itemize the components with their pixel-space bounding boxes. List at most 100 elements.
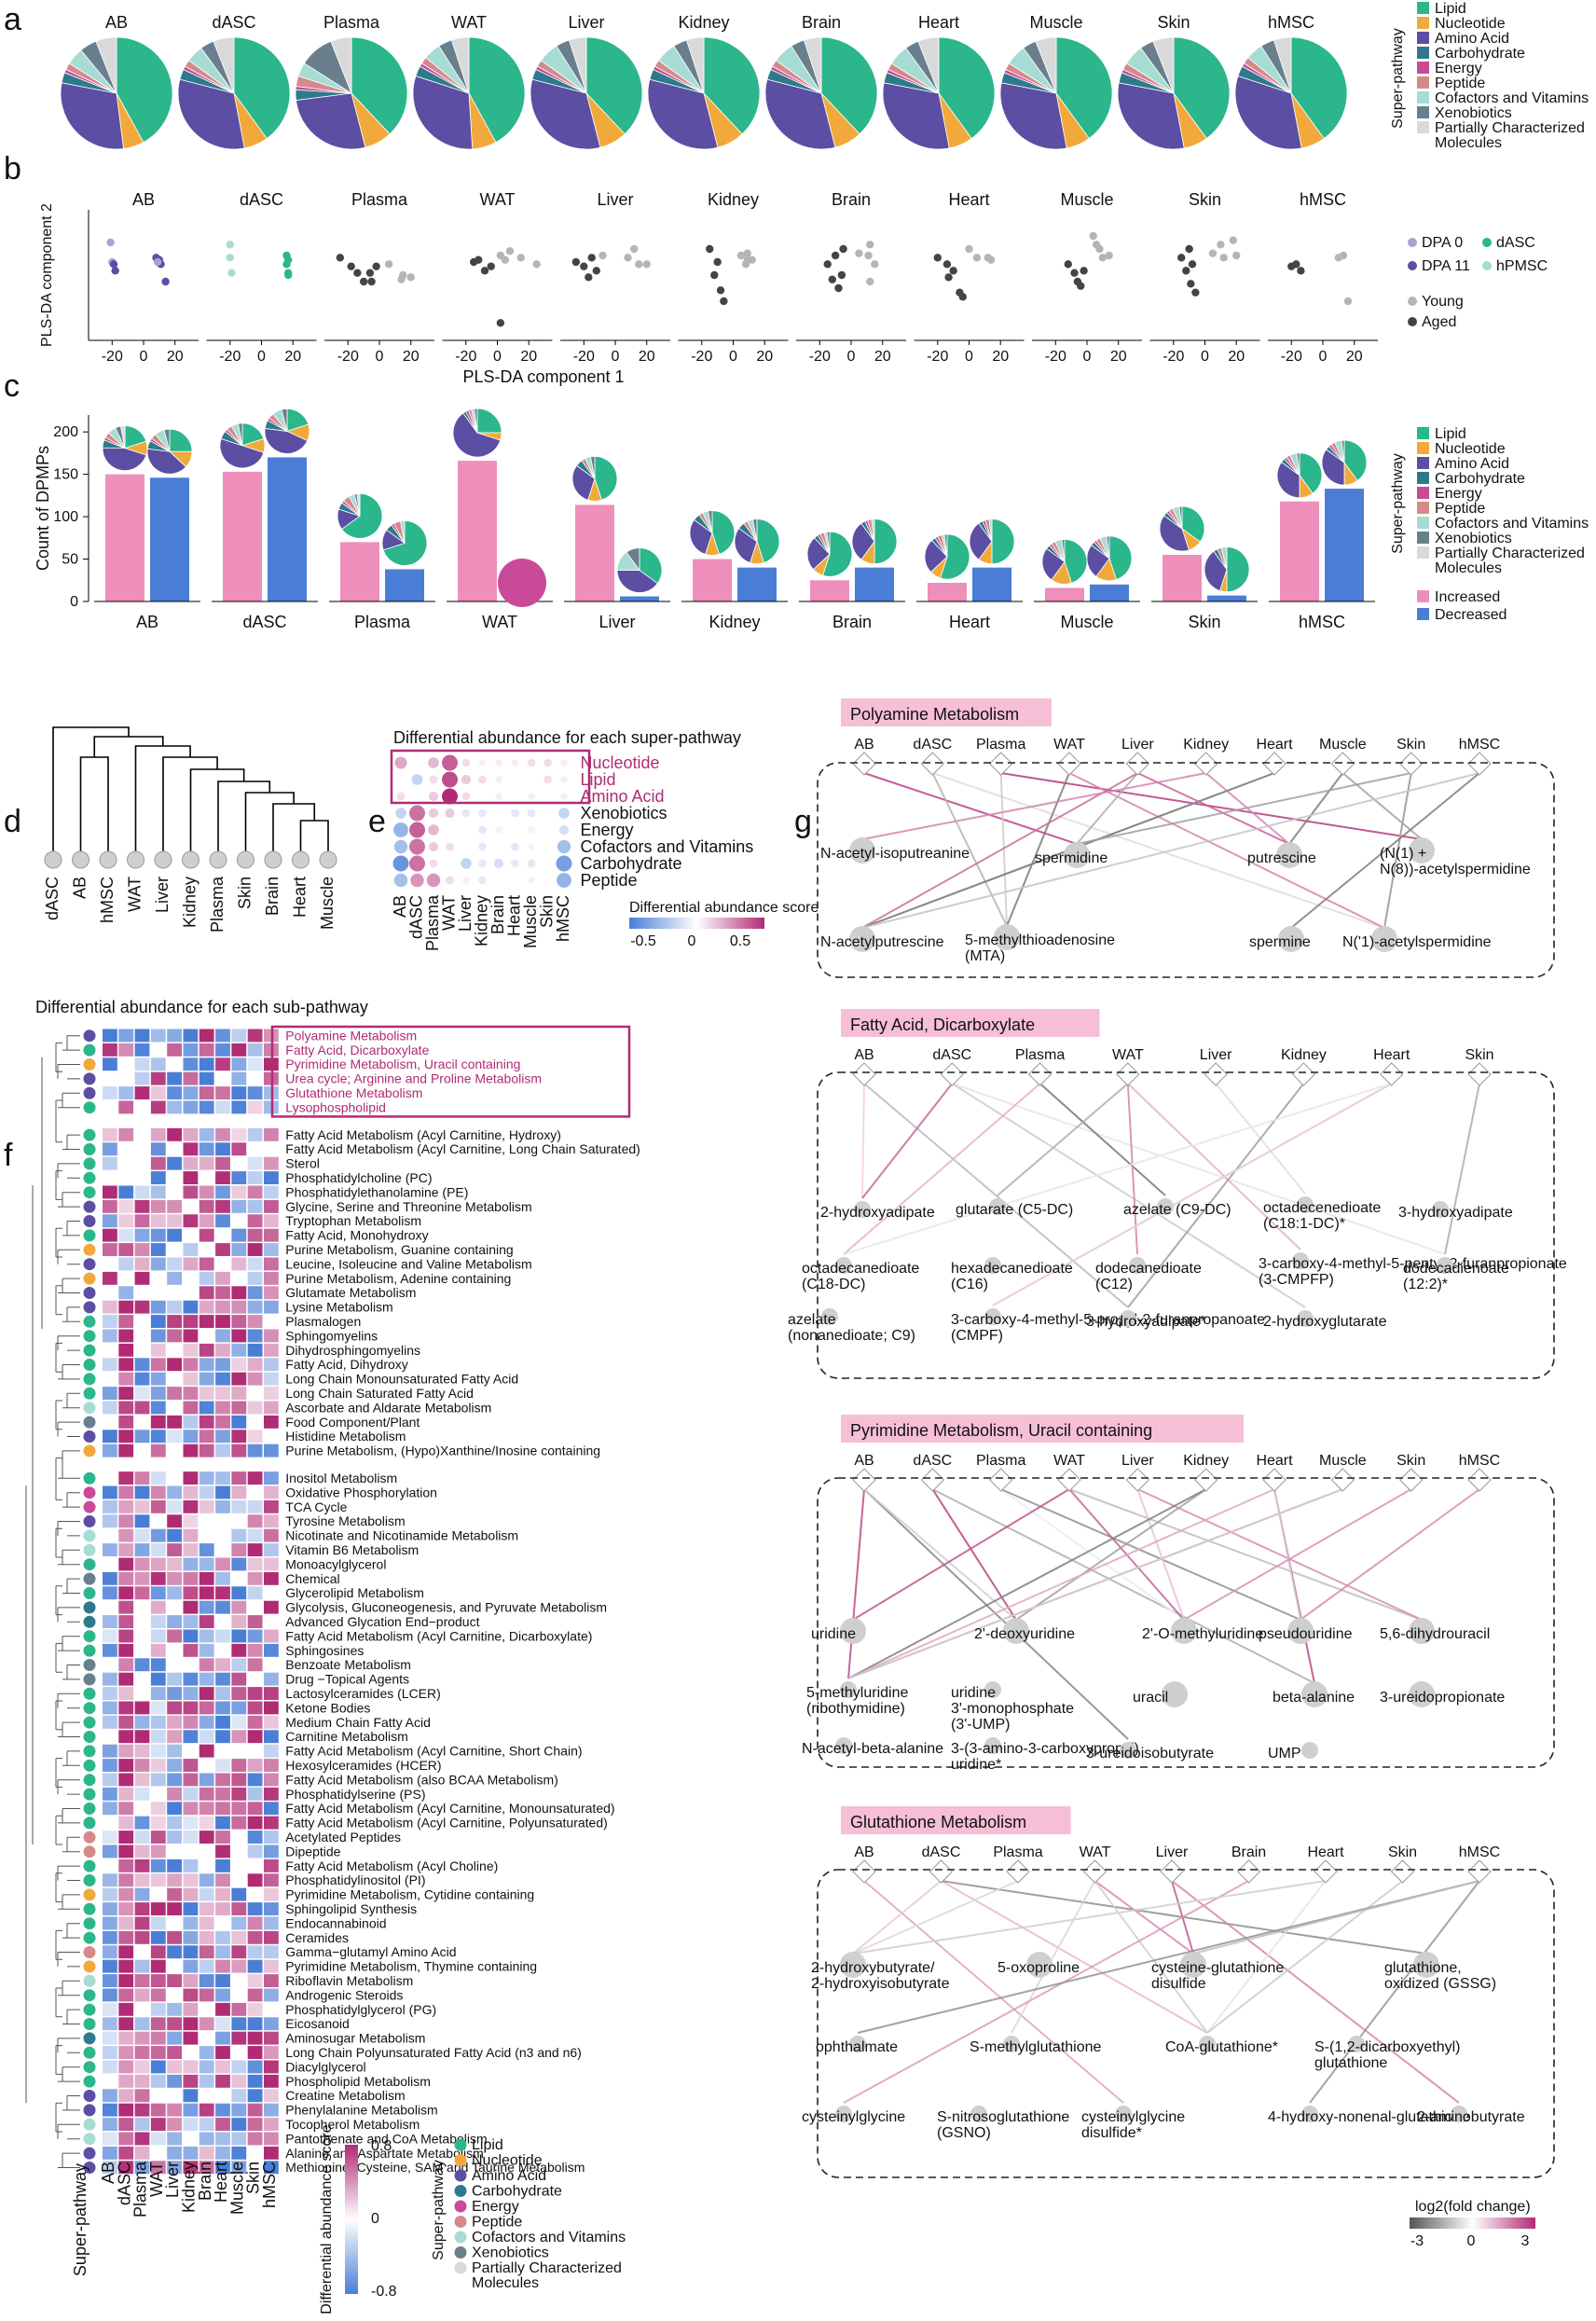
heatmap-f-cell — [150, 1243, 166, 1256]
heatmap-f-row-label: Chemical — [285, 1571, 339, 1586]
network-metabolite-label: N-acetylputrescine — [820, 934, 944, 950]
heatmap-f-cell — [150, 1557, 166, 1571]
network-metabolite-label: (C18:1-DC)* — [1263, 1216, 1345, 1232]
heatmap-f-cell — [150, 1387, 166, 1400]
pie-slice-lipid — [476, 408, 502, 434]
heatmap-f-cell — [264, 1643, 279, 1657]
pie-Kidney — [647, 36, 761, 150]
legend-label: Partially Characterized — [1435, 120, 1585, 136]
heatmap-f-cell — [118, 1127, 134, 1141]
pie-slice-partially-characterized-molecules — [120, 425, 126, 449]
heatmap-f-cell — [118, 1816, 134, 1830]
heatmap-f-cell — [231, 1615, 247, 1628]
legend-label: Lipid — [1435, 1, 1466, 17]
network-metabolite-label: ophthalmate — [816, 2039, 898, 2055]
heatmap-f-cell — [231, 1271, 247, 1285]
network-tissue-label: Skin — [1396, 737, 1425, 753]
heatmap-f-cell — [183, 1499, 199, 1513]
heatmap-f-cell — [167, 1415, 182, 1429]
legend-swatch-lipid — [1417, 2, 1429, 14]
heatmap-e-row-label: Nucleotide — [581, 753, 660, 772]
heatmap-f-cell — [134, 2118, 150, 2131]
dendrogram-leaf-node — [182, 850, 200, 869]
bar-increased-WAT — [458, 461, 497, 601]
network-edge — [1000, 1488, 1301, 1621]
heatmap-f-cell — [103, 1514, 117, 1528]
heatmap-e-dot — [511, 859, 519, 868]
heatmap-f-cell — [215, 1873, 230, 1887]
heatmap-f-cell — [150, 1485, 166, 1499]
network-tissue-node — [1390, 1859, 1415, 1884]
heatmap-f-cell — [231, 1100, 247, 1114]
heatmap-f-cell — [103, 1802, 117, 1816]
network-metabolite-node — [854, 1201, 871, 1218]
heatmap-f-cell — [264, 1228, 279, 1242]
pie-slice-lipid — [639, 547, 663, 585]
heatmap-f-cell — [134, 1401, 150, 1415]
heatmap-f-cell — [199, 1988, 214, 2002]
pie-slice-xenobiotics — [1341, 439, 1345, 463]
heatmap-f-cell — [150, 2017, 166, 2031]
heatmap-f-cell — [215, 1802, 230, 1816]
heatmap-f-row-label: Dihydrosphingomyelins — [285, 1343, 420, 1358]
heatmap-f-row-label: Fatty Acid Metabolism (Acyl Carnitine, H… — [285, 1127, 561, 1142]
heatmap-f-cell — [231, 1873, 247, 1887]
pie-slice-amino-acid — [219, 437, 265, 469]
heatmap-f-cell — [167, 1514, 182, 1528]
network-tissue-node — [929, 1859, 954, 1884]
heatmap-f-cell — [199, 2146, 214, 2160]
pie-slice-amino-acid — [1204, 550, 1228, 591]
heatmap-f-cell — [150, 1831, 166, 1844]
pie-increased-AB — [102, 425, 148, 471]
colorbar-e — [629, 918, 764, 929]
scatter-point-aged — [367, 277, 376, 286]
heatmap-f-cell — [118, 1959, 134, 1973]
heatmap-f-cell — [215, 1658, 230, 1672]
colorbar-g-tick: 3 — [1521, 2233, 1530, 2249]
network-edge — [1171, 1880, 1460, 2104]
heatmap-f-cell — [215, 2046, 230, 2059]
heatmap-f-cell — [231, 1715, 247, 1729]
heatmap-f-cell — [167, 1930, 182, 1944]
heatmap-f-cell — [103, 1643, 117, 1657]
pie-decreased-AB — [146, 428, 193, 475]
heatmap-f-cell — [118, 1787, 134, 1801]
legend-swatch-lipid — [1417, 427, 1429, 439]
heatmap-f-cell — [247, 2002, 263, 2016]
scatter-point-aged — [831, 251, 840, 260]
heatmap-f-cell — [167, 1744, 182, 1758]
heatmap-f-cell — [150, 1902, 166, 1915]
heatmap-f-cell — [247, 2118, 263, 2131]
network-metabolite-node — [1003, 1618, 1029, 1644]
heatmap-f-cell — [199, 2017, 214, 2031]
heatmap-f-cell — [215, 1286, 230, 1300]
heatmap-f-cell — [134, 1528, 150, 1542]
heatmap-f-cell — [183, 1430, 199, 1444]
pie-slice-partially-characterized-molecules — [356, 492, 361, 517]
colorbar-g-tick: 0 — [1467, 2233, 1476, 2249]
heatmap-f-cell — [231, 1571, 247, 1585]
network-edge — [1206, 1880, 1327, 2034]
heatmap-f-cell — [150, 1759, 166, 1772]
heatmap-f-cell — [247, 1831, 263, 1844]
heatmap-f-cell — [199, 1759, 214, 1772]
scatter-title-Plasma: Plasma — [351, 190, 408, 209]
legend-label: Energy — [1435, 61, 1482, 76]
network-metabolite-node — [984, 1737, 1001, 1754]
row-super-dot — [83, 1243, 96, 1256]
network-edge — [1006, 772, 1070, 927]
heatmap-f-cell — [150, 1127, 166, 1141]
network-tissue-label: Skin — [1388, 1844, 1417, 1860]
heatmap-f-cell — [103, 1930, 117, 1944]
bar-ylabel: Count of DPMPs — [34, 446, 52, 571]
heatmap-f-cell — [231, 1358, 247, 1372]
heatmap-f-cell — [231, 1029, 247, 1043]
heatmap-e-dot — [495, 759, 502, 767]
heatmap-f-cell — [150, 2161, 166, 2175]
heatmap-f-cell — [199, 1514, 214, 1528]
heatmap-f-cell — [134, 2074, 150, 2088]
heatmap-f-cell — [215, 1787, 230, 1801]
heatmap-f-cell — [247, 1643, 263, 1657]
heatmap-f-cell — [167, 1802, 182, 1816]
heatmap-f-cell — [118, 1672, 134, 1686]
